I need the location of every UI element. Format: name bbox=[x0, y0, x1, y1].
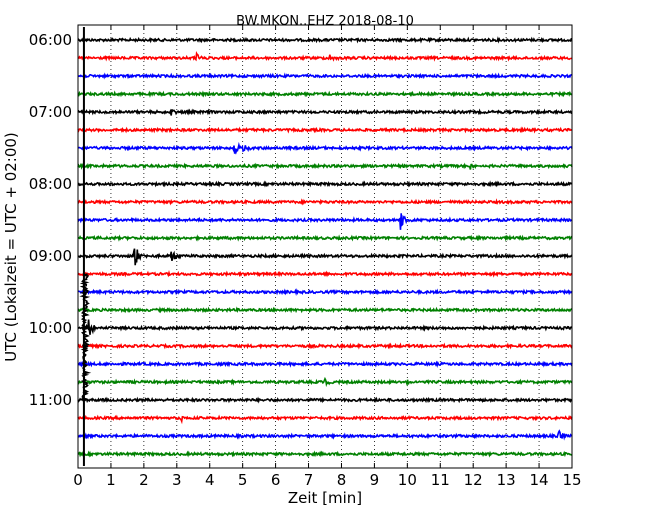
y-axis-ticks: 06:00 07:00 08:00 09:00 10:00 11:00 bbox=[29, 31, 572, 409]
x-tick-label: 7 bbox=[304, 471, 314, 489]
trace-07:30 bbox=[77, 141, 573, 155]
x-axis-ticks: 0 1 2 3 4 5 6 7 8 9 10 11 12 13 14 15 bbox=[73, 25, 582, 489]
x-tick-label: 11 bbox=[431, 471, 450, 489]
y-tick-label: 09:00 bbox=[29, 247, 72, 265]
trace-09:15 bbox=[77, 270, 573, 278]
x-tick-label: 13 bbox=[497, 471, 516, 489]
x-tick-label: 14 bbox=[530, 471, 549, 489]
x-tick-label: 4 bbox=[205, 471, 215, 489]
traces-group bbox=[77, 27, 573, 466]
trace-10:30 bbox=[77, 360, 573, 368]
trace-08:15 bbox=[77, 198, 573, 206]
x-tick-label: 0 bbox=[73, 471, 83, 489]
trace-09:00 bbox=[77, 248, 573, 266]
trace-11:45 bbox=[77, 450, 573, 458]
y-tick-label: 10:00 bbox=[29, 319, 72, 337]
trace-07:00 bbox=[77, 108, 573, 116]
x-tick-label: 1 bbox=[106, 471, 116, 489]
trace-08:45 bbox=[77, 234, 573, 242]
chart-title: BW.MKON..EHZ 2018-08-10 bbox=[236, 14, 414, 29]
y-tick-label: 07:00 bbox=[29, 103, 72, 121]
x-tick-label: 6 bbox=[271, 471, 281, 489]
trace-09:30 bbox=[77, 288, 573, 297]
trace-06:45 bbox=[77, 90, 573, 98]
trace-08:00 bbox=[77, 180, 572, 188]
y-tick-label: 06:00 bbox=[29, 31, 72, 49]
plot-frame bbox=[77, 24, 573, 469]
x-tick-label: 5 bbox=[238, 471, 248, 489]
trace-07:15 bbox=[77, 126, 573, 134]
x-tick-label: 10 bbox=[398, 471, 417, 489]
trace-10:15 bbox=[77, 342, 573, 350]
grid-lines bbox=[110, 25, 540, 468]
trace-11:30 bbox=[77, 429, 573, 441]
trace-06:15 bbox=[77, 51, 573, 62]
y-axis-label: UTC (Lokalzeit = UTC + 02:00) bbox=[2, 132, 20, 362]
trace-10:00 bbox=[77, 319, 573, 335]
y-tick-label: 08:00 bbox=[29, 175, 72, 193]
x-tick-label: 2 bbox=[139, 471, 149, 489]
x-tick-label: 9 bbox=[370, 471, 380, 489]
y-tick-label: 11:00 bbox=[29, 391, 72, 409]
trace-09:45 bbox=[77, 306, 573, 314]
x-tick-label: 12 bbox=[464, 471, 483, 489]
x-axis-label: Zeit [min] bbox=[288, 489, 362, 507]
x-tick-label: 3 bbox=[172, 471, 182, 489]
trace-08:30 bbox=[77, 213, 572, 230]
x-tick-label: 15 bbox=[562, 471, 581, 489]
trace-06:00 bbox=[77, 36, 573, 44]
x-tick-label: 8 bbox=[337, 471, 347, 489]
trace-11:15 bbox=[77, 414, 573, 425]
trace-06:30 bbox=[77, 72, 573, 80]
trace-10:45 bbox=[77, 376, 573, 388]
trace-11:00 bbox=[77, 396, 573, 404]
trace-07:45 bbox=[77, 162, 573, 170]
